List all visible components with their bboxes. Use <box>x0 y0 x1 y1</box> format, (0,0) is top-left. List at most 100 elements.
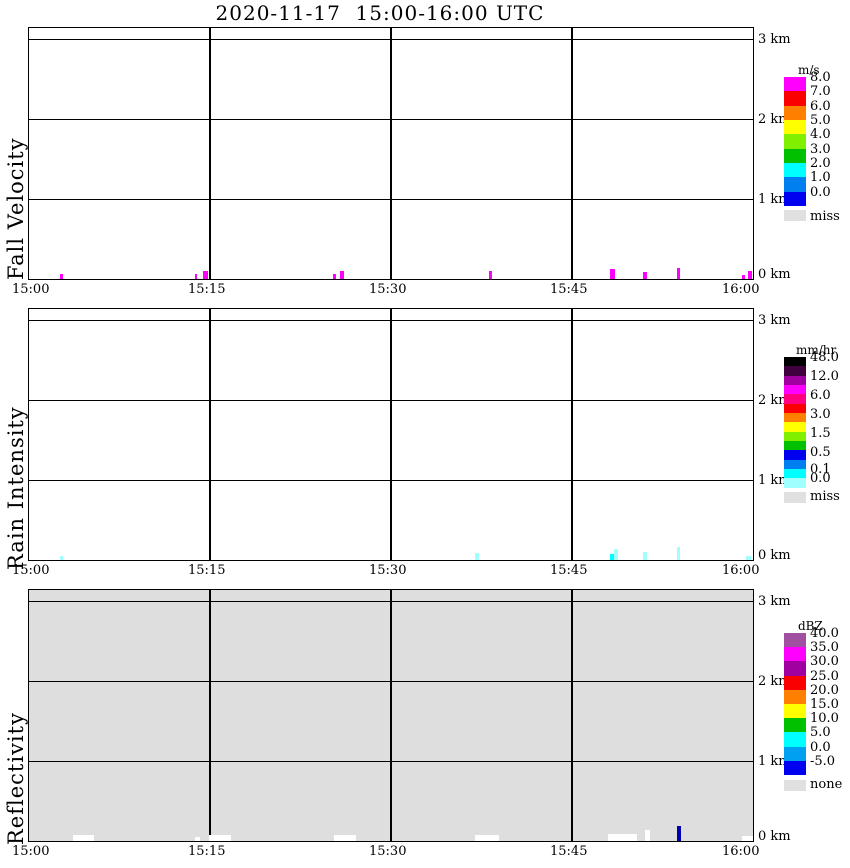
ytick-1km-p2: 1 km <box>758 754 791 769</box>
colorbar-swatch <box>784 675 806 690</box>
colorbar-swatch <box>784 162 806 178</box>
colorbar-swatch <box>784 441 806 451</box>
data-mark <box>333 274 337 279</box>
data-mark <box>194 837 201 841</box>
gridline-1515 <box>209 309 211 560</box>
ytick-0km-p2: 0 km <box>758 829 791 844</box>
colorbar-tick-label: 0.0 <box>810 739 831 755</box>
colorbar-swatch <box>784 633 806 648</box>
xtick-1500-p1: 15:00 <box>12 563 50 578</box>
data-mark <box>741 275 745 279</box>
colorbar-tick-label: -5.0 <box>810 753 836 769</box>
colorbar-swatch <box>784 366 806 376</box>
data-mark <box>60 274 64 279</box>
colorbar-tick-label: 3.0 <box>810 141 831 157</box>
xtick-1515-p2: 15:15 <box>188 844 226 859</box>
colorbar-swatches-mps <box>784 77 806 206</box>
gridline-1515 <box>209 28 211 279</box>
colorbar-miss-label-mps: miss <box>810 209 840 224</box>
xtick-1500-p0: 15:00 <box>12 282 50 297</box>
xtick-1500-p2: 15:00 <box>12 844 50 859</box>
colorbar-tick-label: 10.0 <box>810 711 839 727</box>
colorbar-swatch <box>784 191 806 206</box>
panel-label-reflectivity: Reflectivity <box>4 712 28 845</box>
colorbar-swatch <box>784 177 806 192</box>
colorbar-swatch <box>784 661 806 676</box>
data-mark <box>475 834 499 841</box>
xtick-1530-p2: 15:30 <box>369 844 407 859</box>
xtick-1545-p1: 15:45 <box>550 563 588 578</box>
colorbar-none-label-dbz: none <box>810 777 843 792</box>
colorbar-swatch <box>784 459 806 470</box>
gridline-1545 <box>571 590 573 841</box>
plot-area-rain-intensity[interactable] <box>28 308 754 561</box>
colorbar-swatch <box>784 403 806 414</box>
panel-label-fall-velocity: Fall Velocity <box>4 137 28 280</box>
colorbar-swatch <box>784 689 806 704</box>
ytick-2km-p0: 2 km <box>758 112 791 127</box>
data-mark <box>72 834 95 841</box>
ytick-2km-p2: 2 km <box>758 674 791 689</box>
xtick-1515-p0: 15:15 <box>188 282 226 297</box>
colorbar-unit-mps: m/s <box>798 63 820 77</box>
colorbar-tick-label: 0.5 <box>810 444 831 460</box>
data-mark <box>209 834 231 841</box>
data-mark <box>488 270 493 279</box>
ytick-1km-p1: 1 km <box>758 473 791 488</box>
colorbar-swatch <box>784 91 806 106</box>
colorbar-tick-label: 12.0 <box>810 368 839 384</box>
plot-area-fall-velocity[interactable] <box>28 27 754 280</box>
colorbar-swatch <box>784 478 806 488</box>
colorbar-unit-mmhr: mm/hr <box>796 343 837 357</box>
colorbar-swatch <box>784 703 806 719</box>
colorbar-tick-label: 6.0 <box>810 387 831 403</box>
colorbar-swatch <box>784 357 806 367</box>
colorbar-tick-label: 1.5 <box>810 425 831 441</box>
xtick-1545-p0: 15:45 <box>550 282 588 297</box>
colorbar-tick-label: 40.0 <box>810 626 839 641</box>
xtick-1530-p0: 15:30 <box>369 282 407 297</box>
colorbar-tick-label: 3.0 <box>810 406 831 422</box>
colorbar-tick-label: 5.0 <box>810 113 831 128</box>
data-mark <box>60 556 64 560</box>
data-mark <box>747 270 753 279</box>
ytick-0km-p0: 0 km <box>758 267 791 282</box>
xtick-1530-p1: 15:30 <box>369 563 407 578</box>
gridline-1515 <box>209 590 211 841</box>
ytick-3km-p2: 3 km <box>758 594 791 609</box>
colorbar-swatch <box>784 385 806 395</box>
colorbar-tick-label: 15.0 <box>810 697 839 712</box>
gridline-1545 <box>571 28 573 279</box>
colorbar-tick-label: 35.0 <box>810 640 839 656</box>
xtick-1600-p2: 16:00 <box>722 844 760 859</box>
xtick-1545-p2: 15:45 <box>550 844 588 859</box>
colorbar-tick-label: 25.0 <box>810 668 839 684</box>
colorbar-tick-label: 0.0 <box>810 471 831 487</box>
colorbar-swatch <box>784 375 806 386</box>
colorbar-swatch <box>784 105 806 120</box>
colorbar-miss-label-mmhr: miss <box>810 489 840 504</box>
colorbar-swatch <box>784 450 806 460</box>
data-mark <box>676 546 681 560</box>
colorbar-swatch <box>784 134 806 149</box>
data-mark <box>475 553 480 560</box>
data-mark <box>643 272 647 279</box>
data-mark <box>609 269 615 279</box>
gridline-1530 <box>390 590 392 841</box>
colorbar-miss-swatch-mmhr <box>784 492 806 503</box>
plot-area-reflectivity[interactable] <box>28 589 754 842</box>
colorbar-tick-label: 8.0 <box>810 70 831 85</box>
colorbar-swatch <box>784 413 806 423</box>
data-mark <box>676 267 681 279</box>
panel-label-rain-intensity: Rain Intensity <box>4 406 28 570</box>
colorbar-tick-label: 4.0 <box>810 127 831 143</box>
colorbar-swatches-mmhr <box>784 357 806 488</box>
data-mark <box>741 835 753 841</box>
figure-title: 2020-11-17 15:00-16:00 UTC <box>215 1 545 25</box>
data-mark <box>746 556 751 560</box>
data-mark <box>644 829 650 841</box>
ytick-0km-p1: 0 km <box>758 548 791 563</box>
gridline-1545 <box>571 309 573 560</box>
colorbar-none-swatch-dbz <box>784 780 806 791</box>
